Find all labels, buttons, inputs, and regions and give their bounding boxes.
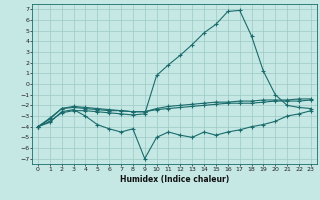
X-axis label: Humidex (Indice chaleur): Humidex (Indice chaleur) [120, 175, 229, 184]
